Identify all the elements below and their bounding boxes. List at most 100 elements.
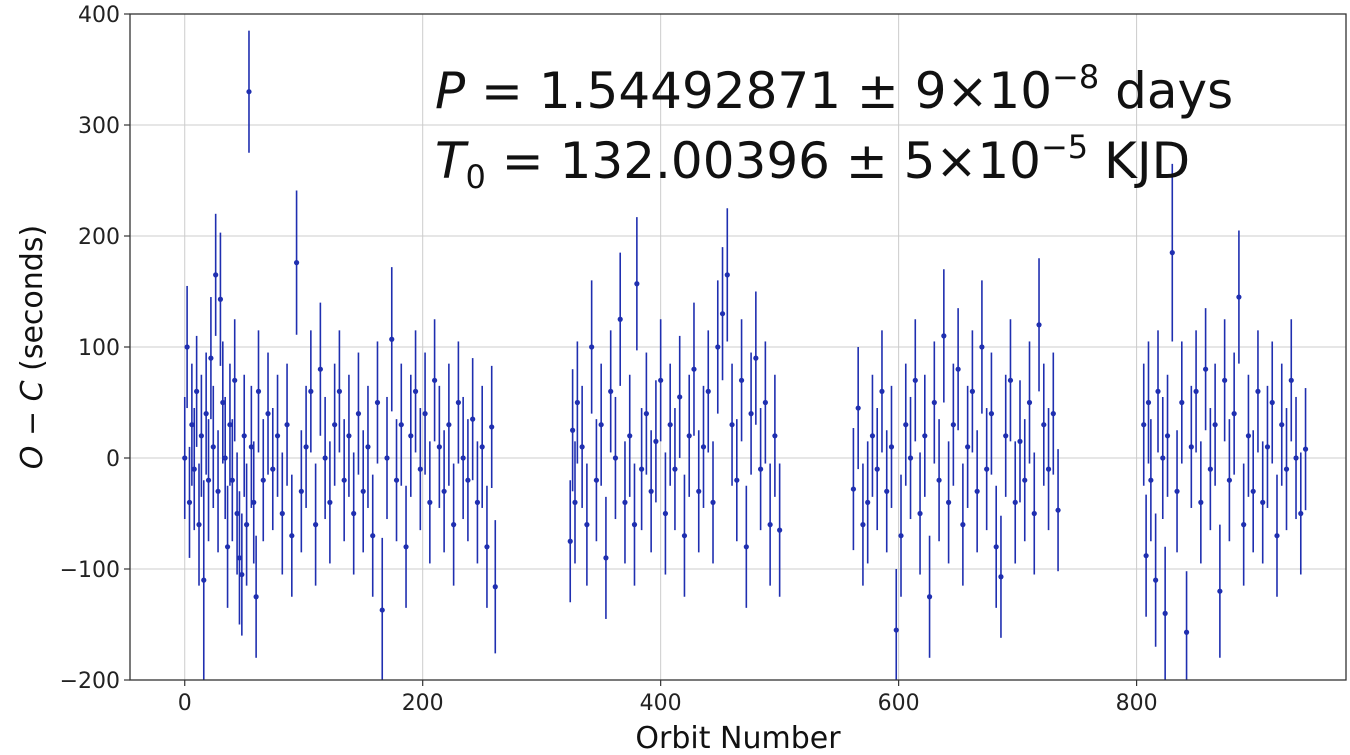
data-point: [379, 607, 385, 613]
data-point: [1036, 322, 1042, 328]
data-point: [1164, 433, 1171, 439]
data-point: [931, 399, 937, 406]
data-point: [686, 433, 692, 439]
data-point: [960, 522, 966, 528]
data-points: [182, 89, 1309, 635]
data-point: [422, 411, 428, 417]
data-point: [224, 544, 231, 550]
data-point: [446, 422, 452, 428]
data-point: [284, 422, 290, 428]
epoch-unit: KJD: [1088, 132, 1190, 190]
data-point: [470, 416, 476, 422]
x-axis-label: Orbit Number: [635, 721, 841, 755]
data-point: [634, 281, 640, 287]
data-point: [762, 399, 768, 406]
data-point: [1050, 411, 1056, 417]
data-point: [303, 444, 309, 450]
y-tick-labels: −200 −100 0 100 200 300 400: [60, 3, 130, 694]
data-point: [201, 577, 207, 583]
data-point: [182, 455, 188, 461]
y-label-o: O: [15, 446, 50, 470]
data-point: [465, 477, 471, 483]
data-point: [412, 388, 419, 394]
data-point: [874, 466, 880, 472]
data-point: [608, 388, 614, 394]
y-tick-label: 300: [78, 114, 120, 139]
data-point: [213, 272, 219, 278]
data-point: [855, 405, 861, 411]
data-point: [1041, 422, 1047, 428]
data-point: [1155, 388, 1161, 394]
data-point: [1183, 629, 1190, 635]
data-point: [691, 366, 697, 372]
data-point: [370, 533, 376, 539]
data-point: [879, 388, 885, 394]
data-point: [270, 466, 276, 472]
data-point: [912, 377, 918, 383]
y-axis-label: O − C (seconds): [15, 225, 50, 469]
data-point: [998, 574, 1004, 580]
data-point: [1283, 466, 1290, 472]
data-point: [455, 399, 461, 406]
x-tick-labels: 0 200 400 600 800: [178, 680, 1158, 716]
data-point: [427, 499, 433, 505]
data-point: [1302, 446, 1309, 452]
data-point: [336, 388, 343, 394]
period-symbol: P: [435, 62, 466, 120]
data-point: [907, 455, 914, 461]
data-point: [969, 388, 975, 394]
data-point: [196, 522, 202, 528]
data-point: [860, 522, 866, 528]
data-point: [917, 510, 923, 517]
data-point: [327, 499, 333, 505]
data-point: [612, 455, 619, 461]
y-label-minus: −: [15, 401, 50, 445]
y-tick-label: 400: [78, 3, 120, 28]
data-point: [1045, 466, 1052, 472]
data-point: [365, 444, 371, 450]
data-point: [1293, 455, 1299, 461]
data-point: [1288, 377, 1294, 383]
data-point: [1031, 510, 1037, 517]
data-point: [408, 433, 414, 439]
data-point: [734, 477, 740, 483]
data-point: [441, 488, 447, 494]
data-point: [1026, 399, 1033, 406]
data-point: [492, 584, 498, 590]
data-point: [1160, 455, 1166, 461]
data-point: [489, 424, 495, 430]
data-point: [186, 499, 193, 505]
data-point: [888, 444, 895, 450]
data-point: [341, 477, 347, 483]
data-point: [593, 477, 600, 483]
data-point: [639, 466, 645, 472]
data-point: [696, 488, 702, 494]
data-point: [715, 344, 721, 350]
data-point: [389, 336, 395, 342]
data-point: [772, 433, 778, 439]
data-point: [622, 499, 628, 505]
data-point: [210, 444, 216, 450]
data-point: [191, 466, 197, 472]
data-point: [236, 555, 243, 561]
data-point: [451, 522, 457, 528]
data-point: [1012, 499, 1018, 505]
data-point: [393, 477, 400, 483]
data-point: [384, 455, 390, 461]
y-tick-label: 200: [78, 225, 120, 250]
data-point: [398, 422, 404, 428]
data-point: [1279, 422, 1285, 428]
data-point: [360, 488, 366, 494]
data-point: [1193, 388, 1199, 394]
x-tick-label: 400: [640, 691, 682, 716]
data-point: [298, 488, 304, 494]
data-point: [260, 477, 266, 483]
y-label-c: C: [15, 380, 50, 401]
data-point: [346, 433, 352, 439]
data-point: [898, 533, 904, 539]
data-point: [220, 399, 226, 406]
data-point: [1022, 477, 1028, 483]
y-tick-label: 0: [106, 447, 120, 472]
data-point: [474, 499, 481, 505]
data-point: [1212, 422, 1218, 428]
